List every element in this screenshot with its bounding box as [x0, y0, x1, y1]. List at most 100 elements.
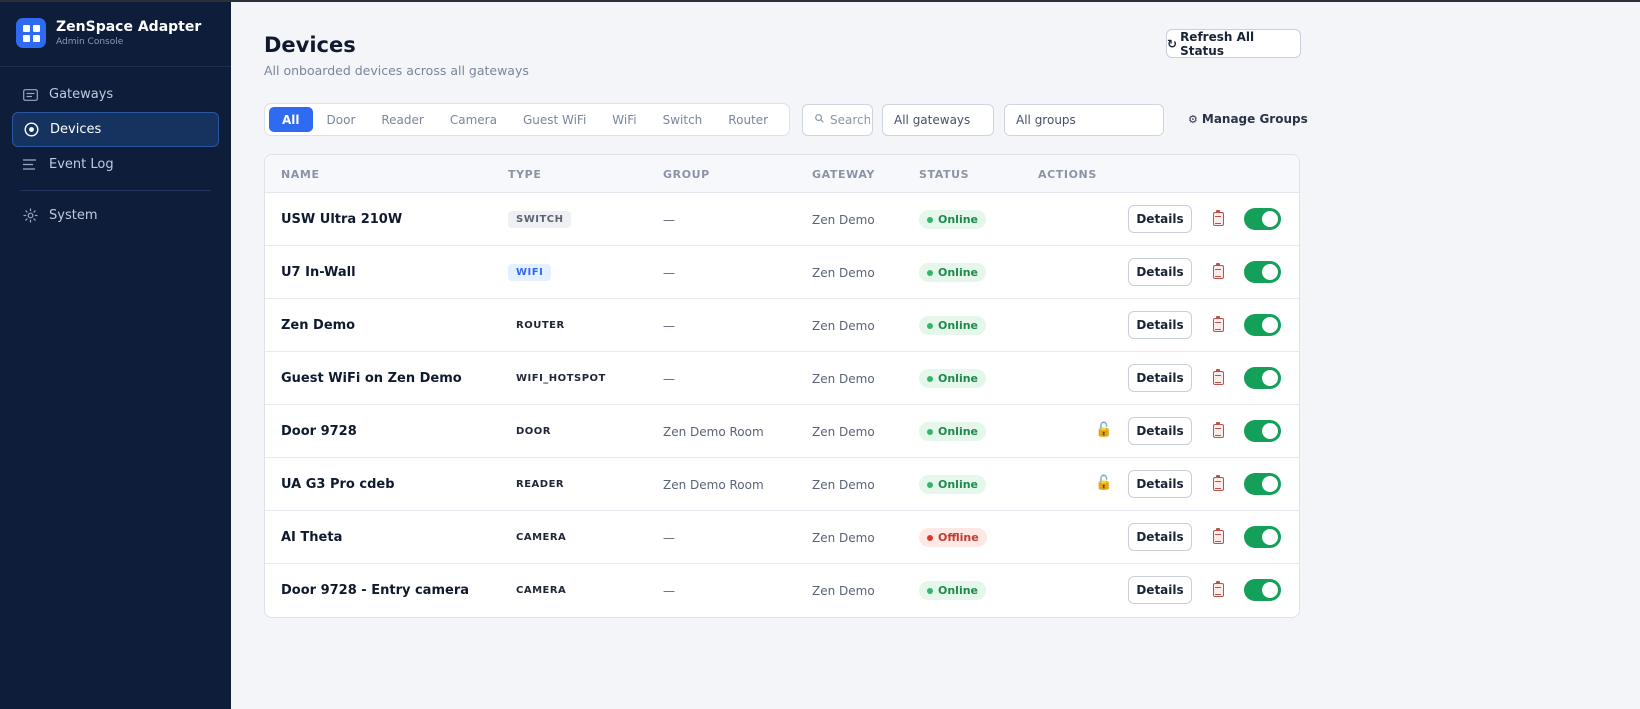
status-badge: Online — [919, 581, 987, 600]
sidebar-nav: Gateways Devices Event Log System — [0, 67, 231, 233]
tab-reader[interactable]: Reader — [381, 112, 424, 127]
unlock-icon[interactable]: 🔓 — [1095, 422, 1113, 438]
details-button[interactable]: Details — [1128, 311, 1192, 339]
device-icon — [23, 122, 39, 138]
device-gateway: Zen Demo — [812, 424, 875, 439]
tab-router[interactable]: Router — [728, 112, 769, 127]
gateway-select[interactable]: All gateways — [882, 104, 994, 136]
tab-door[interactable]: Door — [326, 112, 356, 127]
enable-toggle[interactable] — [1244, 314, 1281, 336]
tab-wifi[interactable]: WiFi — [612, 112, 637, 127]
enable-toggle[interactable] — [1244, 473, 1281, 495]
refresh-label: Refresh All Status — [1180, 29, 1255, 58]
refresh-icon: ↻ — [1167, 36, 1178, 51]
table-row: USW Ultra 210W SWITCH — Zen Demo Online … — [265, 193, 1299, 246]
sidebar-item-gateways[interactable]: Gateways — [12, 77, 219, 112]
clipboard-icon[interactable] — [1213, 422, 1224, 438]
refresh-all-status-button[interactable]: ↻ Refresh All Status — [1166, 29, 1301, 58]
table-header: NAME TYPE GROUP GATEWAY STATUS ACTIONS — [265, 155, 1299, 193]
tab-camera[interactable]: Camera — [449, 112, 497, 127]
brand: ZenSpace Adapter Admin Console — [0, 0, 231, 67]
details-button[interactable]: Details — [1128, 470, 1192, 498]
clipboard-icon[interactable] — [1213, 581, 1224, 597]
unlock-icon[interactable]: 🔓 — [1095, 475, 1113, 491]
device-name: Zen Demo — [281, 318, 356, 333]
details-button[interactable]: Details — [1128, 205, 1192, 233]
enable-toggle[interactable] — [1244, 367, 1281, 389]
app-logo-icon — [16, 18, 46, 48]
type-badge: WIFI — [508, 264, 552, 281]
table-row: AI Theta CAMERA — Zen Demo Offline Detai… — [265, 511, 1299, 564]
details-button[interactable]: Details — [1128, 576, 1192, 604]
device-group: — — [663, 530, 675, 545]
sidebar-item-label: Devices — [50, 122, 102, 137]
enable-toggle[interactable] — [1244, 261, 1281, 283]
tab-switch[interactable]: Switch — [662, 112, 703, 127]
device-gateway: Zen Demo — [812, 212, 875, 227]
gear-icon — [22, 208, 38, 224]
list-icon — [22, 157, 38, 173]
device-group: — — [663, 212, 675, 227]
sidebar-item-label: Event Log — [49, 157, 114, 172]
type-filter-tabs: All Door Reader Camera Guest WiFi WiFi S… — [264, 103, 790, 136]
column-header-type: TYPE — [508, 168, 542, 181]
table-row: U7 In-Wall WIFI — Zen Demo Online Detail… — [265, 246, 1299, 299]
devices-table: NAME TYPE GROUP GATEWAY STATUS ACTIONS U… — [264, 154, 1300, 618]
device-gateway: Zen Demo — [812, 265, 875, 280]
search-input[interactable] — [830, 113, 870, 127]
details-button[interactable]: Details — [1128, 364, 1192, 392]
clipboard-icon[interactable] — [1213, 316, 1224, 332]
main-content: Devices All onboarded devices across all… — [231, 0, 1640, 709]
window-top-border — [0, 0, 1640, 2]
enable-toggle[interactable] — [1244, 526, 1281, 548]
table-row: Door 9728 DOOR Zen Demo Room Zen Demo On… — [265, 405, 1299, 458]
device-name: USW Ultra 210W — [281, 212, 403, 227]
manage-groups-button[interactable]: ⚙ Manage Groups — [1188, 112, 1308, 126]
sidebar-item-devices[interactable]: Devices — [12, 112, 219, 147]
type-badge: CAMERA — [516, 532, 567, 543]
group-select[interactable]: All groups — [1004, 104, 1164, 136]
sidebar-item-event-log[interactable]: Event Log — [12, 147, 219, 182]
type-badge: CAMERA — [516, 585, 567, 596]
search-box — [802, 104, 873, 136]
clipboard-icon[interactable] — [1213, 263, 1224, 279]
clipboard-icon[interactable] — [1213, 528, 1224, 544]
device-group: — — [663, 583, 675, 598]
device-name: Guest WiFi on Zen Demo — [281, 371, 462, 386]
clipboard-icon[interactable] — [1213, 210, 1224, 226]
column-header-gateway: GATEWAY — [812, 168, 875, 181]
details-button[interactable]: Details — [1128, 258, 1192, 286]
device-group: Zen Demo Room — [663, 477, 764, 492]
tab-guest-wifi[interactable]: Guest WiFi — [522, 112, 587, 127]
type-badge: WIFI_HOTSPOT — [516, 373, 606, 384]
device-group: Zen Demo Room — [663, 424, 764, 439]
device-gateway: Zen Demo — [812, 371, 875, 386]
status-badge: Online — [919, 316, 987, 335]
gateway-icon — [22, 87, 38, 103]
column-header-group: GROUP — [663, 168, 710, 181]
clipboard-icon[interactable] — [1213, 369, 1224, 385]
sidebar-divider — [20, 190, 211, 191]
status-badge: Online — [919, 210, 987, 229]
column-header-actions: ACTIONS — [1038, 168, 1097, 181]
status-badge: Online — [919, 369, 987, 388]
details-button[interactable]: Details — [1128, 417, 1192, 445]
enable-toggle[interactable] — [1244, 420, 1281, 442]
brand-subtitle: Admin Console — [56, 37, 124, 47]
device-gateway: Zen Demo — [812, 477, 875, 492]
clipboard-icon[interactable] — [1213, 475, 1224, 491]
device-gateway: Zen Demo — [812, 318, 875, 333]
enable-toggle[interactable] — [1244, 579, 1281, 601]
tab-all[interactable]: All — [269, 107, 313, 132]
device-name: AI Theta — [281, 530, 343, 545]
table-row: Door 9728 - Entry camera CAMERA — Zen De… — [265, 564, 1299, 617]
sidebar-item-system[interactable]: System — [12, 198, 219, 233]
page-title: Devices — [264, 33, 356, 57]
type-badge: ROUTER — [516, 320, 565, 331]
device-name: UA G3 Pro cdeb — [281, 477, 395, 492]
column-header-status: STATUS — [919, 168, 970, 181]
device-gateway: Zen Demo — [812, 583, 875, 598]
page-subtitle: All onboarded devices across all gateway… — [264, 63, 529, 78]
details-button[interactable]: Details — [1128, 523, 1192, 551]
enable-toggle[interactable] — [1244, 208, 1281, 230]
